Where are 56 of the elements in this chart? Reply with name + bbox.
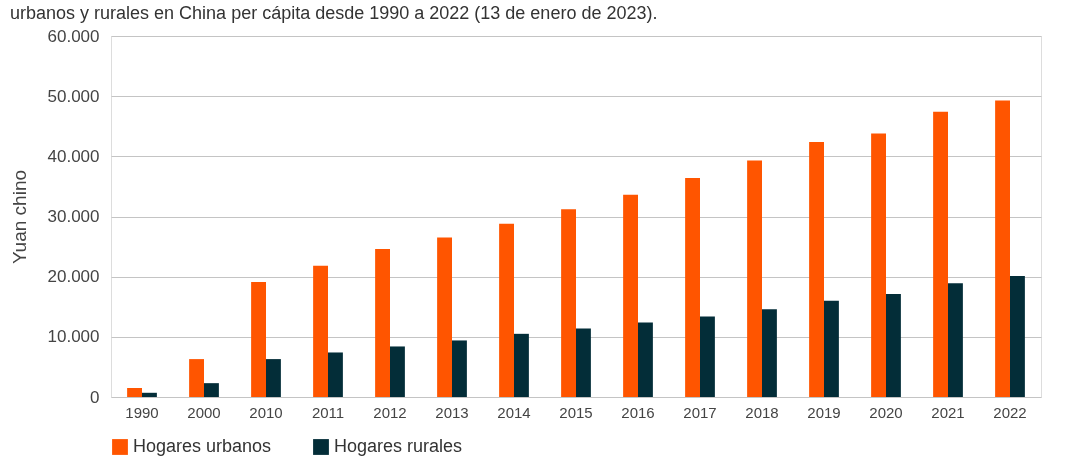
bar: [809, 141, 824, 397]
x-tick-label: 2011: [311, 403, 345, 421]
bar: [762, 309, 777, 397]
y-tick-label: 60.000: [47, 26, 100, 46]
x-tick-label: 2017: [683, 403, 717, 421]
bar: [576, 328, 591, 397]
bar: [685, 177, 700, 397]
y-tick-label: 0: [90, 387, 100, 407]
bar: [933, 111, 948, 397]
bar: [127, 387, 142, 397]
x-tick-label: 2015: [559, 403, 593, 421]
bar: [390, 346, 405, 397]
x-tick-label: 2021: [931, 403, 965, 421]
chart-title: urbanos y rurales en China per cápita desde 1990 a 2022 (13 de enero de 2023).: [10, 3, 658, 23]
x-tick-label: 2016: [621, 403, 655, 421]
x-tick-label: 2012: [373, 403, 407, 421]
x-tick-label: 2019: [807, 403, 841, 421]
y-tick-label: 30.000: [47, 207, 100, 226]
bar: [328, 352, 343, 397]
bar: [948, 283, 963, 397]
bar: [514, 333, 529, 397]
x-tick-label: 2000: [187, 403, 221, 421]
y-tick-label: 10.000: [47, 327, 100, 347]
legend-label: Hogares rurales: [334, 436, 463, 456]
bar: [747, 160, 762, 397]
bar: [561, 209, 576, 397]
bar: [995, 100, 1010, 397]
bar: [824, 300, 839, 397]
x-tick-label: 2022: [993, 403, 1027, 421]
bar: [700, 316, 715, 397]
x-tick-label: 2018: [745, 403, 779, 421]
bar: [871, 133, 886, 397]
bar: [638, 322, 653, 397]
x-tick-label: 2010: [249, 403, 283, 421]
y-tick-label: 50.000: [47, 86, 100, 106]
bar: [189, 359, 204, 397]
bar: [499, 223, 514, 397]
bar: [251, 282, 266, 397]
bar: [204, 383, 219, 397]
x-tick-label: 2014: [497, 403, 531, 421]
x-tick-label: 2013: [435, 403, 469, 421]
bar: [452, 340, 467, 397]
legend-label: Hogares urbanos: [133, 436, 272, 456]
x-tick-label: 2020: [869, 403, 903, 421]
bar: [313, 265, 328, 397]
x-tick-label: 1990: [125, 403, 159, 421]
y-axis-title: Yuan chino: [8, 169, 30, 265]
bar: [142, 392, 157, 397]
bar: [375, 248, 390, 397]
bar: [623, 194, 638, 397]
y-tick-label: 40.000: [47, 146, 100, 166]
bar: [437, 237, 452, 397]
y-tick-label: 20.000: [47, 267, 100, 287]
bar: [886, 294, 901, 397]
bar: [266, 359, 281, 397]
bar: [1010, 276, 1025, 397]
